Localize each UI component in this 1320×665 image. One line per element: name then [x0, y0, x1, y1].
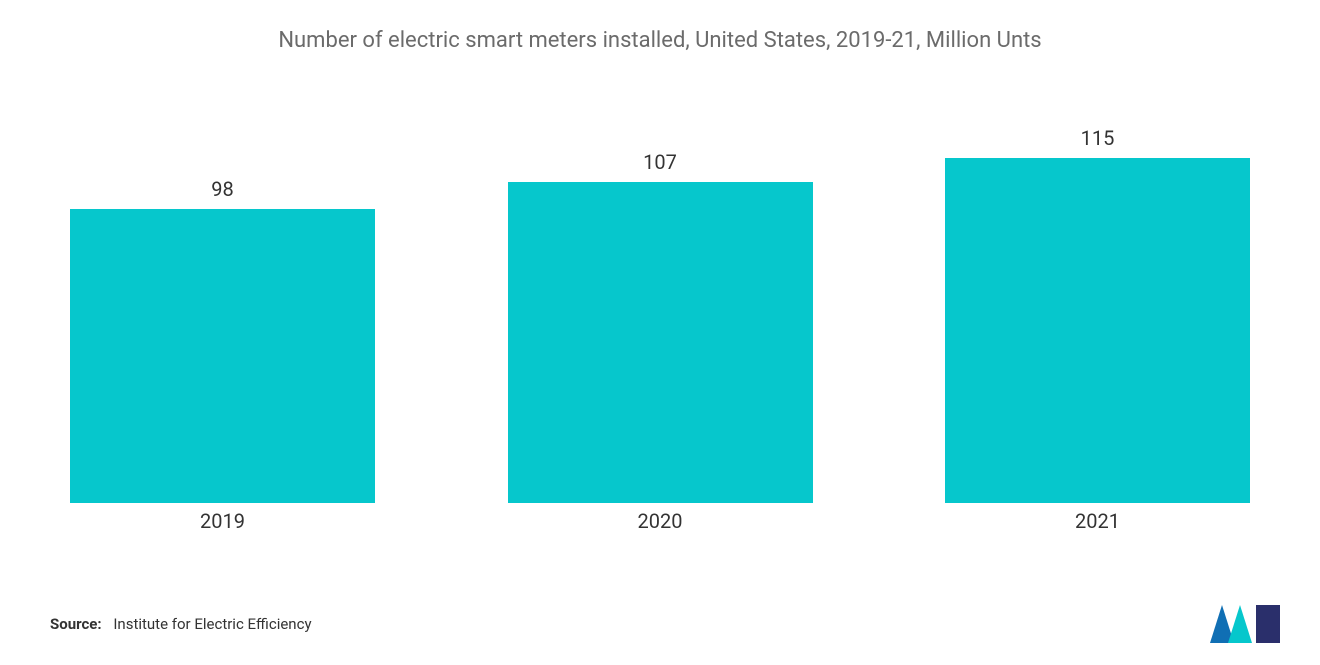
value-label-1: 107 [643, 150, 677, 174]
brand-logo-icon [1210, 605, 1280, 643]
category-label-1: 2020 [508, 509, 813, 533]
bar-2 [945, 158, 1250, 503]
bar-wrap-1: 2020 [508, 182, 813, 503]
bar-wrap-0: 2019 [70, 209, 375, 503]
bar-wrap-2: 2021 [945, 158, 1250, 503]
category-label-2: 2021 [945, 509, 1250, 533]
bar-slot-0: 98 2019 [70, 63, 375, 503]
source-line: Source: Institute for Electric Efficienc… [50, 615, 312, 633]
source-label: Source: [50, 615, 102, 633]
chart-title: Number of electric smart meters installe… [50, 28, 1270, 53]
value-label-0: 98 [211, 177, 233, 201]
plot-area: 98 2019 107 2020 115 2021 [70, 63, 1250, 533]
bar-slot-1: 107 2020 [508, 63, 813, 503]
value-label-2: 115 [1081, 126, 1115, 150]
category-label-0: 2019 [70, 509, 375, 533]
bar-1 [508, 182, 813, 503]
bars-row: 98 2019 107 2020 115 2021 [70, 63, 1250, 503]
brand-logo [1210, 605, 1280, 643]
bar-slot-2: 115 2021 [945, 63, 1250, 503]
bar-0 [70, 209, 375, 503]
source-text: Institute for Electric Efficiency [113, 615, 311, 633]
chart-container: Number of electric smart meters installe… [0, 0, 1320, 665]
